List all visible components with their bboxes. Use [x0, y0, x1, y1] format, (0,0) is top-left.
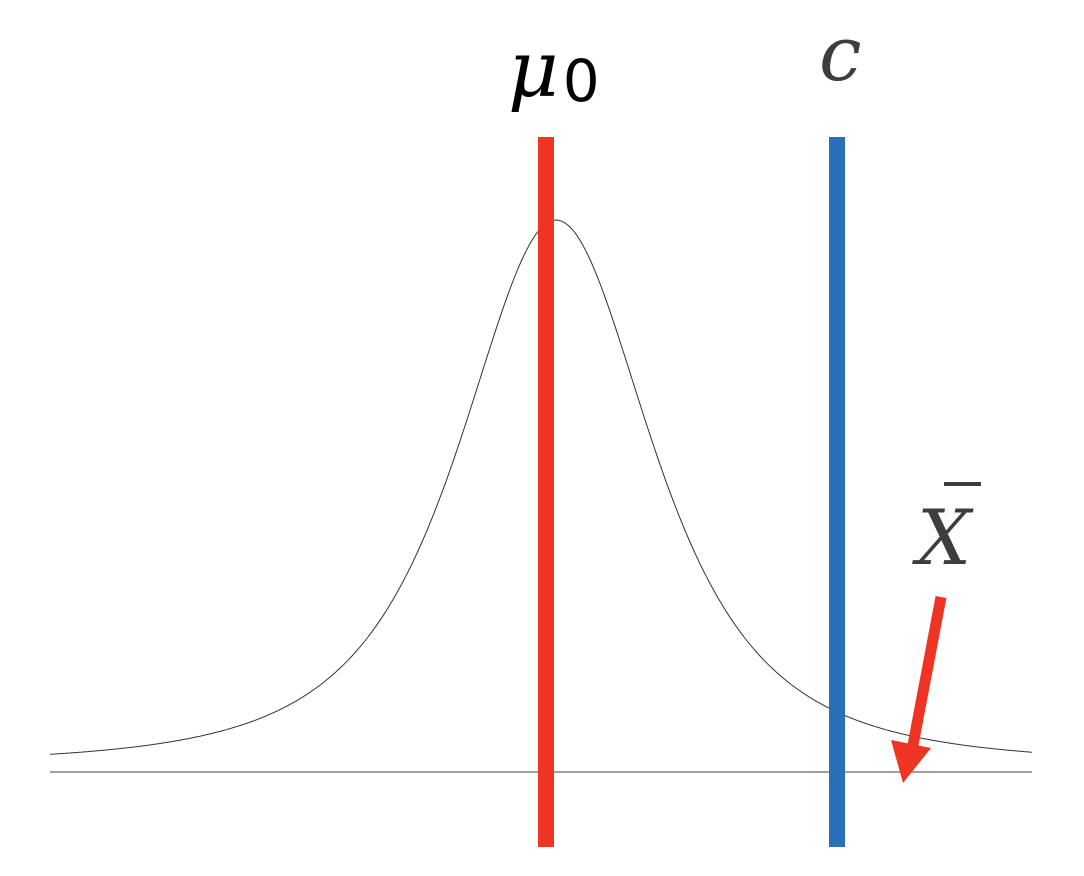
sample-mean-arrow: [891, 595, 947, 783]
critical-value-label: c: [819, 9, 862, 98]
critical-value-line: [829, 137, 845, 847]
mean-label: μ 0: [508, 25, 600, 115]
mean-line: [538, 137, 554, 847]
sample-mean-label: X: [912, 482, 981, 582]
mean-subscript: 0: [563, 47, 600, 115]
mean-symbol: μ: [508, 25, 559, 115]
sample-mean-symbol: X: [912, 493, 974, 582]
